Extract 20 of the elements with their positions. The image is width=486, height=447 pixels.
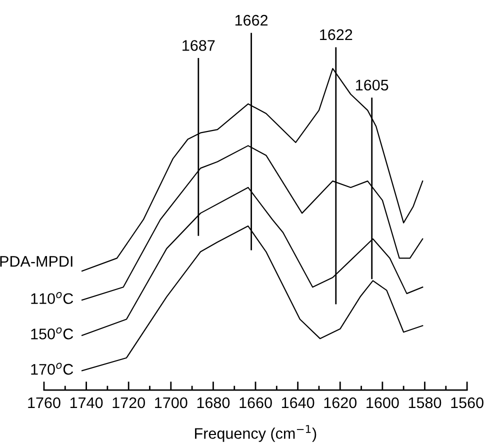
x-tick-label: 1640 [282,397,314,408]
ref-line-label: 1662 [235,14,268,26]
x-tick-label: 1600 [366,397,399,408]
ref-line-label: 1687 [182,40,215,51]
x-tick-label: 1560 [451,397,484,408]
x-axis-title: Frequency (cm$^{−1}$) [195,425,316,442]
x-tick-label: 1620 [324,397,357,408]
x-tick-label: 1660 [240,397,272,408]
series-label: PDA-MPDI [0,256,72,267]
x-tick-label: 1680 [197,397,230,408]
series-label: 170$^{o}$C [31,362,74,375]
x-tick-label: 1580 [408,397,442,408]
x-tick-label: 1760 [28,397,60,408]
x-tick-label: 1740 [70,397,103,408]
series-label: 110$^{o}$C [31,292,74,304]
series-label: 150$^{o}$C [31,327,74,340]
x-tick-label: 1720 [112,397,145,408]
ref-line-label: 1622 [320,29,352,40]
x-tick-label: 1700 [155,397,188,408]
ref-line-label: 1605 [356,80,388,91]
